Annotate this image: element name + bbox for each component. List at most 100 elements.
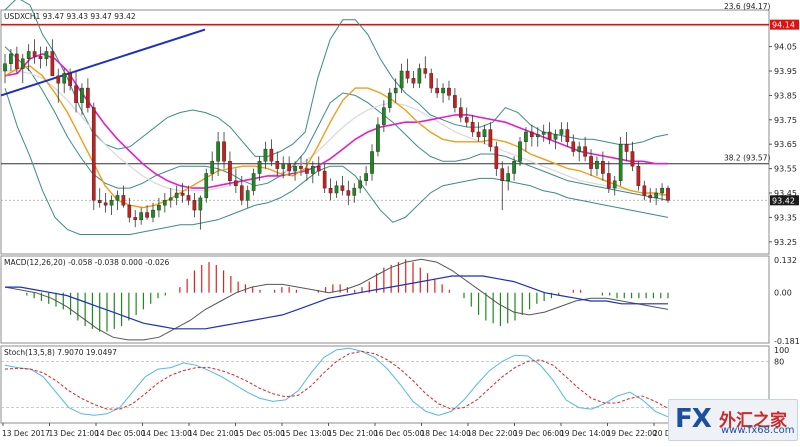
candle-bear bbox=[91, 107, 96, 201]
candle-bear bbox=[86, 87, 90, 108]
candle-bull bbox=[441, 87, 445, 94]
price-axis-label: 93.25 bbox=[774, 238, 797, 247]
candle-bear bbox=[636, 165, 641, 186]
candle-bear bbox=[405, 70, 410, 79]
macd-axis-label: 0.132 bbox=[774, 256, 797, 265]
candle-bull bbox=[157, 204, 161, 211]
candle-bear bbox=[458, 107, 463, 118]
fib-236-label: 23.6 (94.17) bbox=[724, 2, 770, 11]
candle-bull bbox=[204, 173, 209, 199]
candle-bear bbox=[305, 168, 309, 174]
price-axis-label: 93.45 bbox=[774, 189, 797, 198]
candle-bear bbox=[583, 146, 587, 157]
candle-bear bbox=[447, 87, 451, 96]
candle-bear bbox=[287, 163, 291, 172]
candle-bull bbox=[553, 134, 558, 140]
current-price-tag bbox=[770, 195, 799, 206]
candle-bull bbox=[198, 197, 203, 211]
candle-bull bbox=[174, 192, 179, 199]
fib-382-label: 38.2 (93.57) bbox=[724, 154, 770, 163]
macd-axis-label: 0.00 bbox=[774, 289, 792, 298]
candle-bear bbox=[145, 212, 149, 218]
candle-bear bbox=[222, 141, 226, 162]
candle-bear bbox=[435, 87, 439, 94]
macd-signal-line bbox=[5, 275, 668, 330]
candle-bull bbox=[216, 141, 220, 162]
candle-bull bbox=[263, 148, 268, 162]
candle-bear bbox=[97, 200, 102, 203]
candle-bear bbox=[234, 180, 238, 186]
x-axis-label: 15 Dec 21:00 bbox=[328, 429, 379, 438]
stoch-k-line bbox=[4, 347, 669, 418]
candle-bear bbox=[606, 173, 611, 189]
candle-bull bbox=[334, 185, 339, 194]
candle-bull bbox=[393, 87, 398, 94]
candle-bull bbox=[417, 68, 422, 84]
candle-bear bbox=[192, 200, 197, 211]
candle-bear bbox=[464, 117, 469, 123]
candle-bear bbox=[601, 161, 605, 174]
candle-bull bbox=[80, 87, 84, 103]
resistance-price-label: 94.14 bbox=[772, 21, 795, 30]
x-axis-label: 13 Dec 21:00 bbox=[49, 429, 100, 438]
candle-bull bbox=[151, 209, 155, 218]
candle-bull bbox=[168, 197, 173, 201]
candle-bear bbox=[411, 78, 416, 84]
candle-bear bbox=[589, 156, 593, 169]
candle-bull bbox=[482, 129, 487, 138]
candle-bear bbox=[56, 75, 61, 84]
price-axis-label: 93.85 bbox=[774, 91, 797, 100]
candle-bull bbox=[109, 200, 114, 206]
bollinger-middle-line bbox=[4, 46, 669, 201]
candle-bull bbox=[20, 58, 25, 69]
candle-bear bbox=[74, 85, 78, 103]
x-axis-label: 19 Dec 14:00 bbox=[560, 429, 611, 438]
candle-bull bbox=[293, 165, 297, 172]
candle-bull bbox=[654, 192, 658, 199]
macd-panel bbox=[0, 255, 770, 344]
candle-bull bbox=[382, 107, 386, 125]
candle-bear bbox=[500, 168, 505, 182]
candle-bull bbox=[524, 131, 528, 142]
candle-bull bbox=[612, 180, 617, 189]
candle-bear bbox=[488, 129, 493, 147]
candle-bear bbox=[32, 51, 37, 57]
candle-bull bbox=[660, 187, 664, 194]
candle-bear bbox=[565, 129, 570, 142]
candle-bear bbox=[103, 202, 108, 206]
candle-bear bbox=[530, 131, 534, 138]
x-axis-label: 13 Dec 2017 bbox=[2, 429, 50, 438]
candle-bull bbox=[535, 134, 540, 138]
candle-bull bbox=[387, 92, 392, 108]
x-axis-label: 14 Dec 21:00 bbox=[188, 429, 239, 438]
candle-bull bbox=[245, 190, 250, 201]
stoch-d-line bbox=[4, 350, 669, 410]
price-axis-label: 93.35 bbox=[774, 213, 797, 222]
candle-bull bbox=[210, 161, 215, 174]
candle-bear bbox=[127, 204, 132, 218]
candle-bear bbox=[275, 161, 280, 169]
candle-bull bbox=[376, 124, 380, 152]
candle-bull bbox=[3, 63, 7, 72]
candle-bull bbox=[44, 51, 49, 59]
candle-bull bbox=[595, 161, 599, 169]
candle-bear bbox=[15, 53, 19, 69]
watermark-logo: FX 外汇之家 www.fx68.com bbox=[668, 399, 798, 441]
macd-label: MACD(12,26,20) -0.058 -0.038 0.000 -0.02… bbox=[4, 258, 169, 267]
x-axis-label: 15 Dec 05:00 bbox=[235, 429, 286, 438]
stoch-axis-label: 100 bbox=[774, 346, 789, 355]
candle-bear bbox=[453, 95, 457, 108]
candle-bear bbox=[494, 146, 499, 169]
candle-bull bbox=[163, 200, 167, 206]
watermark-name: 外汇之家 bbox=[719, 411, 787, 431]
stoch-panel bbox=[0, 345, 770, 424]
candle-bear bbox=[624, 143, 629, 152]
price-axis-label: 93.75 bbox=[774, 116, 797, 125]
candle-bear bbox=[50, 51, 55, 77]
x-axis-label: 19 Dec 06:00 bbox=[514, 429, 565, 438]
ma-orange-line bbox=[4, 65, 669, 209]
candle-bull bbox=[281, 163, 286, 169]
ma-magenta-line bbox=[4, 53, 668, 189]
